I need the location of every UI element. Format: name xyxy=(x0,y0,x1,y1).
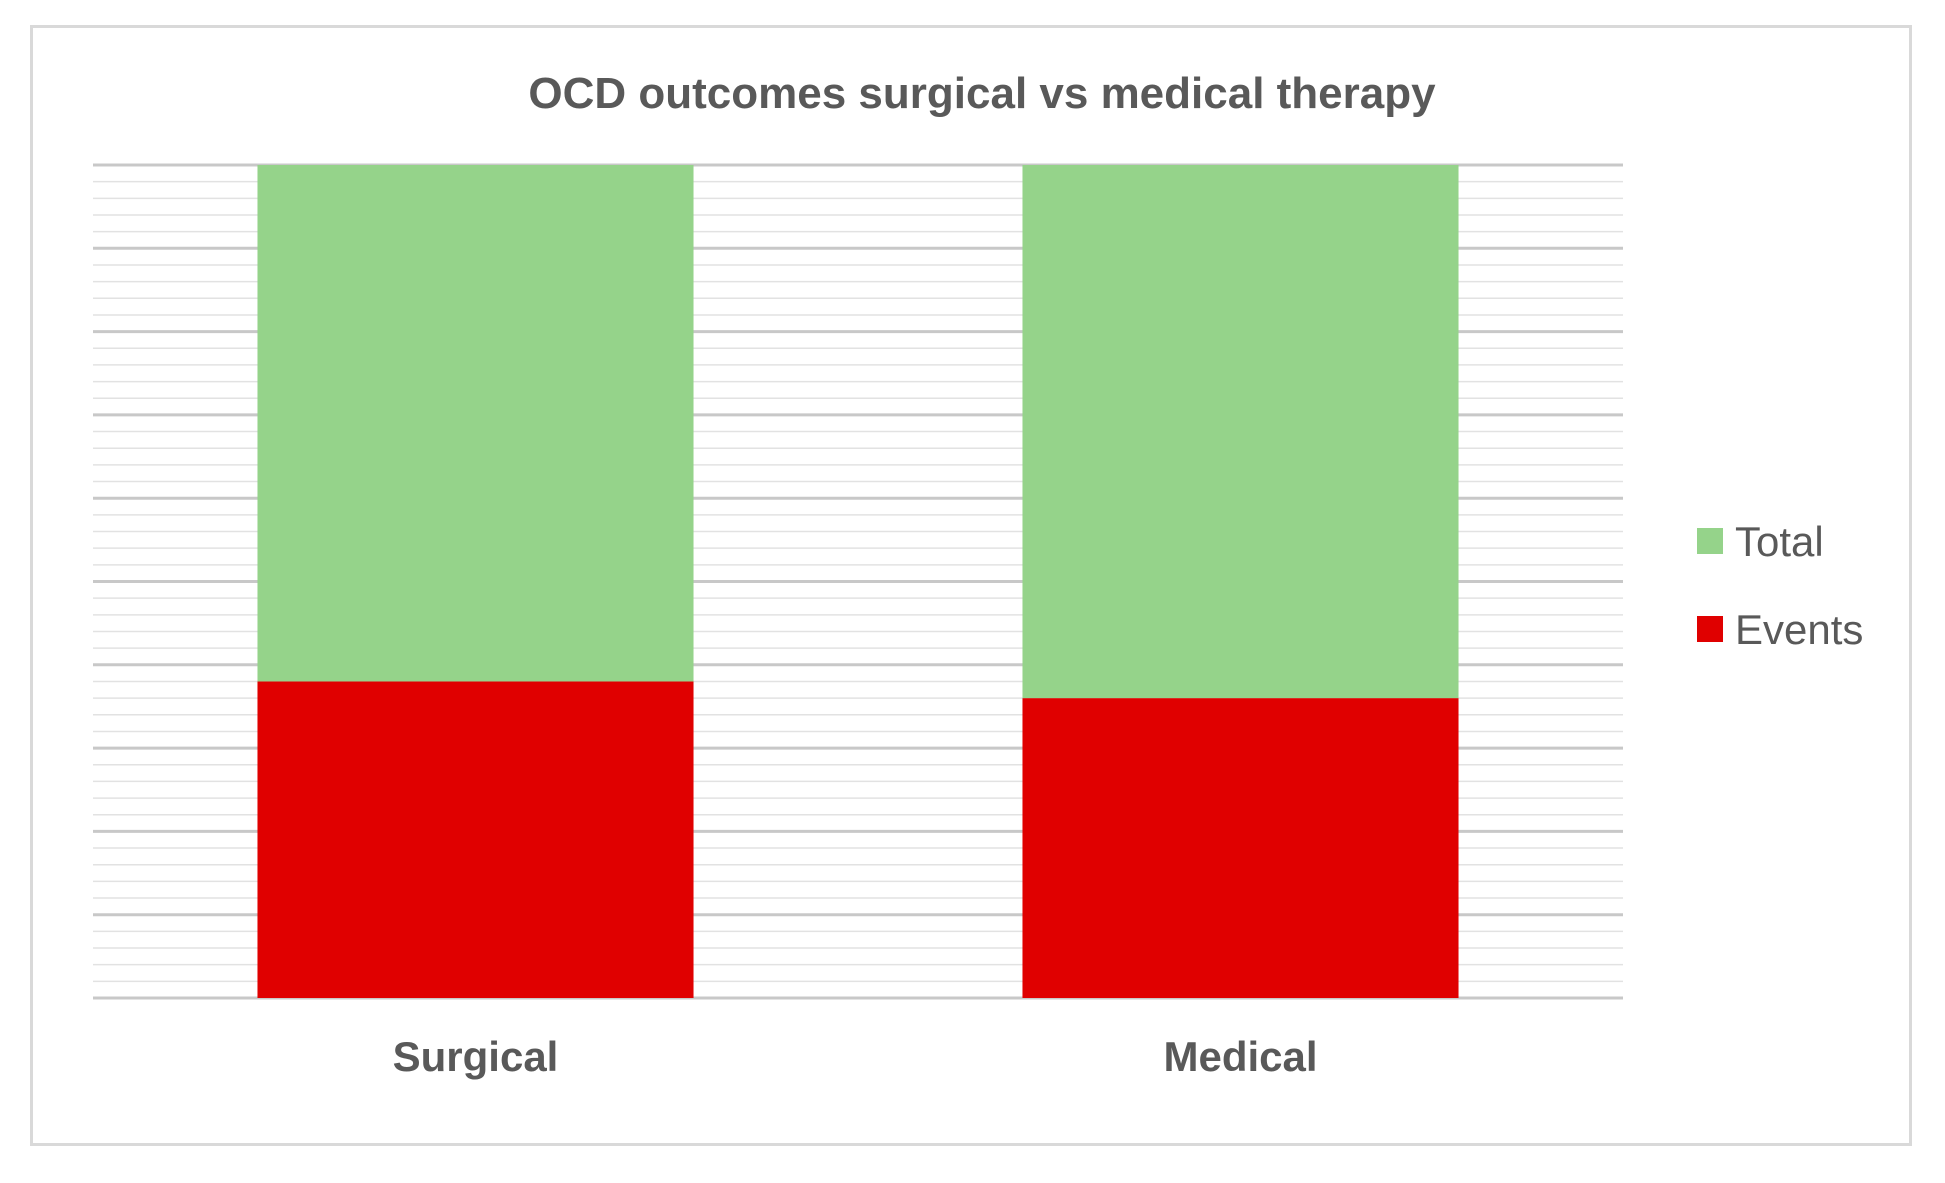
chart-title: OCD outcomes surgical vs medical therapy xyxy=(528,69,1436,118)
legend: Total Events xyxy=(1697,518,1863,653)
bars xyxy=(257,165,1459,998)
bar-events-surgical xyxy=(257,681,694,998)
legend-swatch-total xyxy=(1697,528,1723,554)
bar-total-medical xyxy=(1022,165,1459,699)
category-label-surgical: Surgical xyxy=(393,1033,559,1080)
legend-label-events: Events xyxy=(1735,606,1863,653)
bar-events-medical xyxy=(1022,698,1459,998)
legend-swatch-events xyxy=(1697,616,1723,642)
legend-label-total: Total xyxy=(1735,518,1824,565)
category-label-medical: Medical xyxy=(1163,1033,1317,1080)
category-labels: Surgical Medical xyxy=(393,1033,1318,1080)
bar-total-surgical xyxy=(257,165,694,682)
